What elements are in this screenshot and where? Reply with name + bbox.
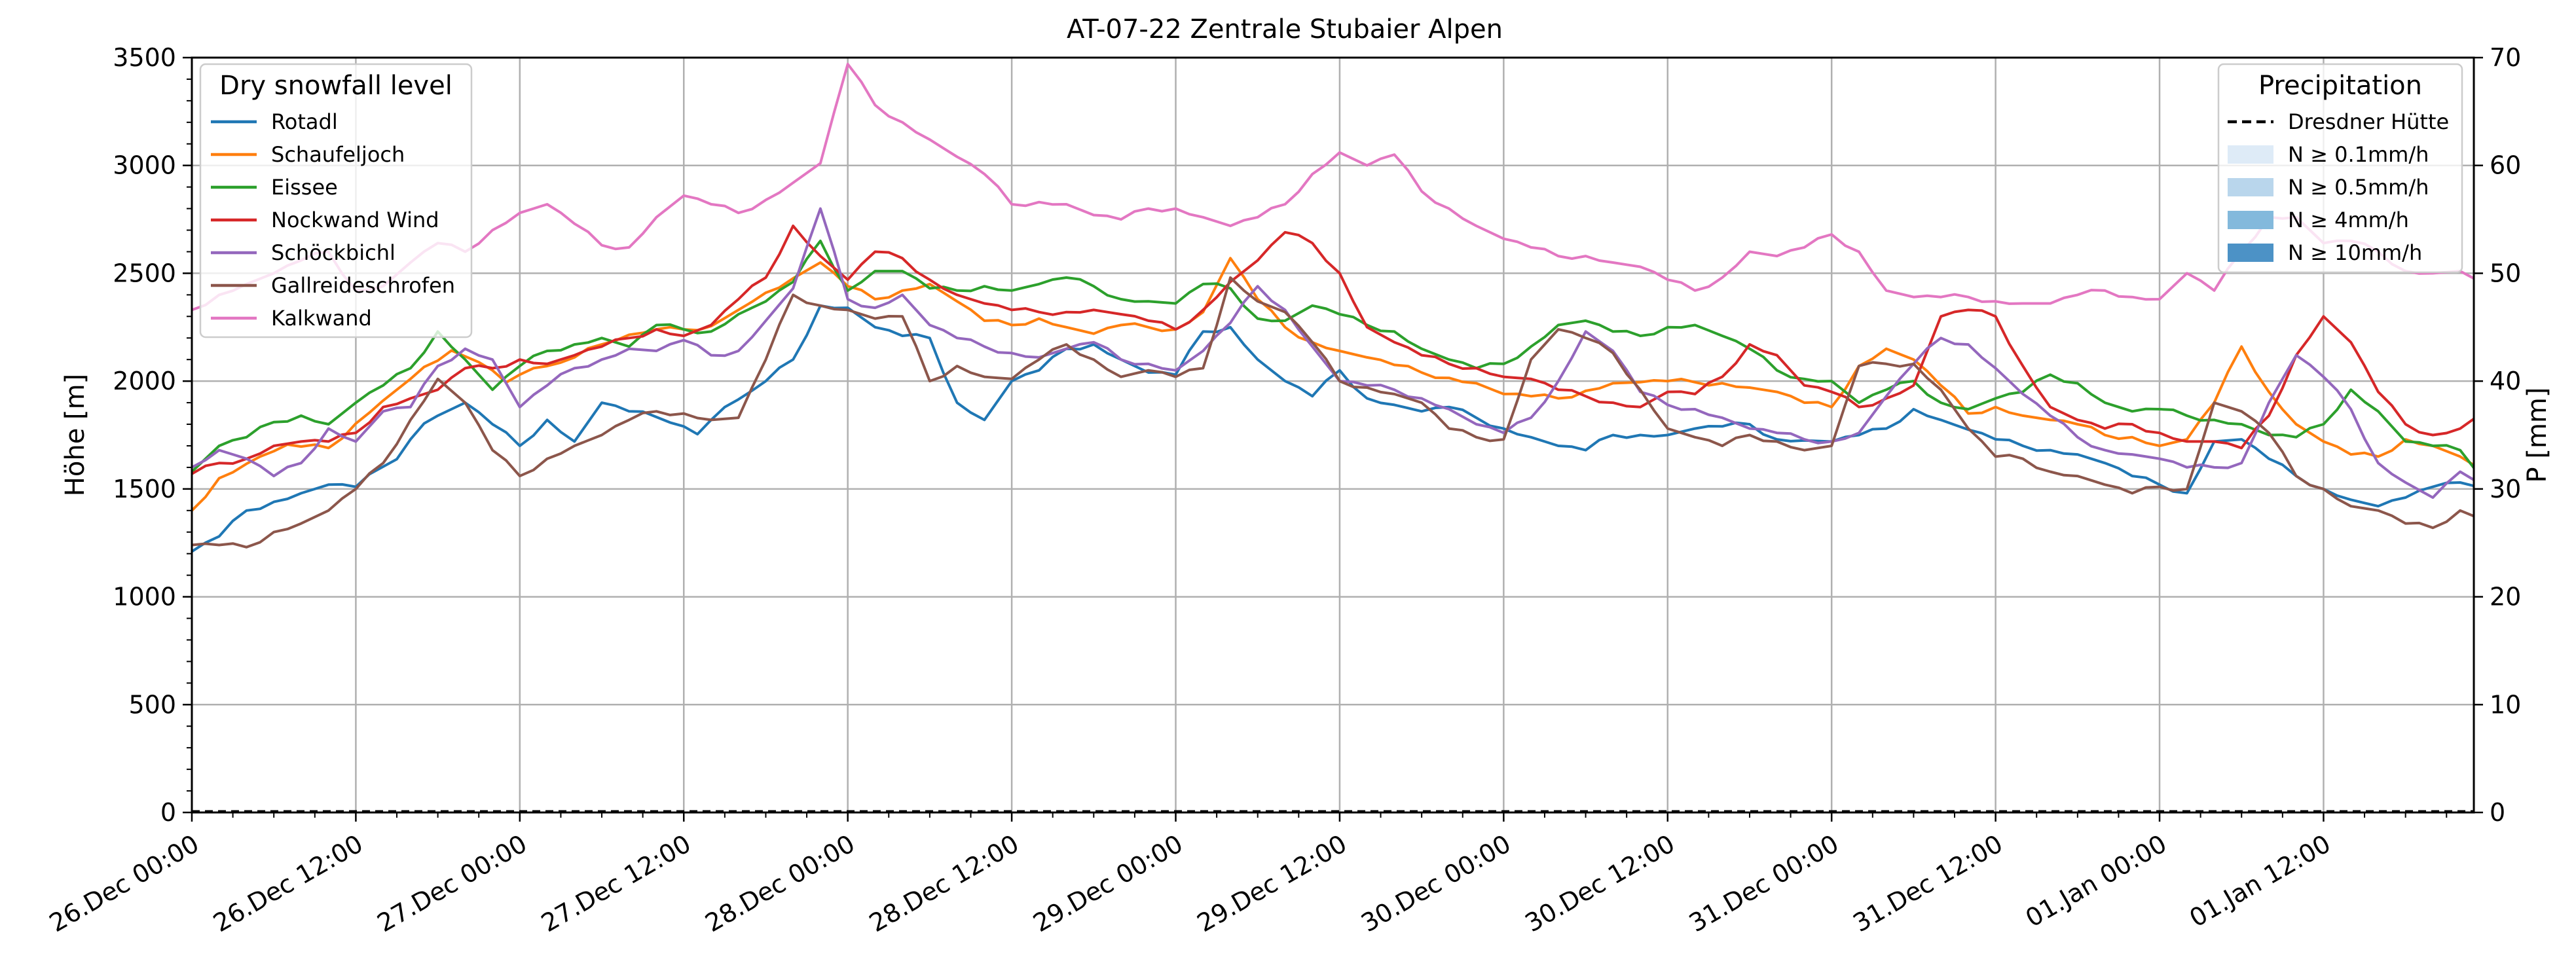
y2-tick-label: 20 <box>2490 583 2521 611</box>
legend-right-swatch <box>2228 178 2273 196</box>
y-tick-label: 1500 <box>113 475 176 503</box>
series-line-nockwand-wind <box>191 225 2475 475</box>
legend-left-entries: Rotadl Schaufeljoch Eissee Nockwand Wind Sch… <box>211 109 455 331</box>
legend-left-box <box>199 63 473 338</box>
series-line-schaufeljoch <box>191 257 2475 512</box>
y-axis-right-title: P [mm] <box>2522 388 2552 483</box>
y2-tick-label: 50 <box>2490 259 2521 287</box>
legend-right-label: N ≥ 0.5mm/h <box>2288 175 2429 200</box>
legend-right-title: Precipitation <box>2258 71 2422 101</box>
legend-right-box <box>2217 63 2463 274</box>
series-line-kalkwand <box>191 62 2475 312</box>
y-tick-label: 1000 <box>113 583 176 611</box>
y2-tick-label: 0 <box>2490 798 2505 827</box>
legend-right-swatch <box>2228 211 2273 229</box>
legend-right-swatch <box>2228 145 2273 164</box>
legend-right-label: N ≥ 4mm/h <box>2288 208 2409 232</box>
y-axis-right: 0 10 20 30 40 50 60 70 <box>2474 43 2521 827</box>
y-axis-left-title: Höhe [m] <box>60 374 90 496</box>
y2-tick-label: 10 <box>2490 690 2521 719</box>
y-tick-label: 0 <box>160 798 176 827</box>
legend-left-label: Nockwand Wind <box>271 208 439 232</box>
legend-left-label: Schöckbichl <box>271 240 396 265</box>
series-line-eissee <box>191 240 2475 473</box>
legend-right-swatch <box>2228 244 2273 262</box>
legend-right-label: N ≥ 0.1mm/h <box>2288 142 2429 167</box>
y2-tick-label: 70 <box>2490 43 2521 72</box>
y-tick-label: 500 <box>128 690 176 719</box>
y-tick-label: 3000 <box>113 151 176 180</box>
legend-left-title: Dry snowfall level <box>219 71 452 101</box>
legend-right-label: Dresdner Hütte <box>2288 109 2449 134</box>
legend-right-label: N ≥ 10mm/h <box>2288 240 2422 265</box>
legend-left-label: Schaufeljoch <box>271 142 405 167</box>
y-tick-label: 2500 <box>113 259 176 287</box>
series-lines <box>191 62 2475 553</box>
y-tick-label: 3500 <box>113 43 176 72</box>
legend-snowfall-level: Dry snowfall level Rotadl Schaufeljoch Eis… <box>199 63 473 338</box>
y2-tick-label: 60 <box>2490 151 2521 180</box>
legend-left-label: Gallreideschrofen <box>271 273 455 298</box>
legend-left-label: Kalkwand <box>271 306 372 331</box>
y2-tick-label: 40 <box>2490 367 2521 395</box>
legend-right-entries: Dresdner Hütte N ≥ 0.1mm/h N ≥ 0.5mm/h N ≥ … <box>2228 109 2449 265</box>
y-tick-label: 2000 <box>113 367 176 395</box>
legend-left-label: Eissee <box>271 175 338 200</box>
plot-frame <box>191 56 2475 814</box>
series-line-rotadl <box>191 304 2475 553</box>
y-axis-left: 0 500 1000 1500 2000 2500 3000 3500 <box>113 43 192 827</box>
y2-tick-label: 30 <box>2490 475 2521 503</box>
legend-precipitation: Precipitation Dresdner Hütte N ≥ 0.1mm/h N… <box>2217 63 2463 274</box>
legend-left-label: Rotadl <box>271 109 338 134</box>
chart-title: AT-07-22 Zentrale Stubaier Alpen <box>1067 14 1503 45</box>
series-line-gallreideschrofen <box>191 276 2475 549</box>
